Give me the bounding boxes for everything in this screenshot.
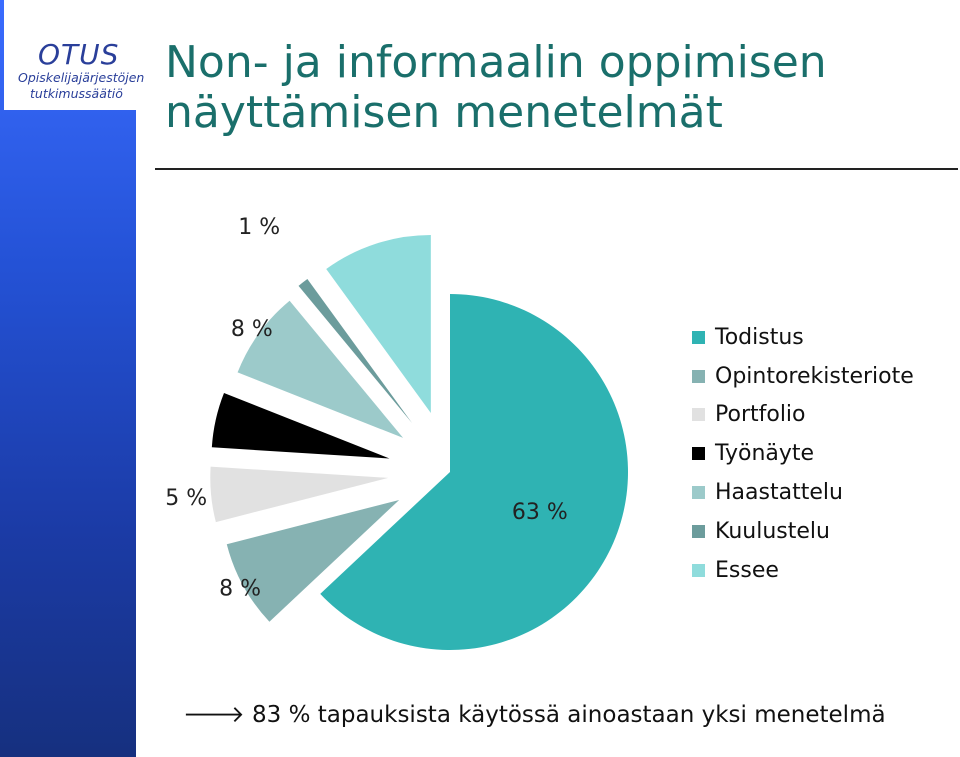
legend-label: Portfolio (715, 402, 806, 428)
logo: OTUS Opiskelijajärjestöjen tutkimussääti… (4, 0, 144, 110)
title-divider (155, 168, 958, 170)
logo-line1: Opiskelijajärjestöjen (18, 70, 145, 85)
legend-label: Essee (715, 557, 779, 583)
logo-line2: tutkimussäätiö (30, 86, 123, 101)
arrow-icon: 🡒 (183, 702, 245, 728)
sidebar-band (0, 0, 136, 757)
slice-label: 1 % (238, 215, 280, 240)
footnote-text: 83 % tapauksista käytössä ainoastaan yks… (252, 702, 886, 728)
legend-label: Todistus (715, 324, 804, 350)
legend-swatch (692, 408, 705, 422)
legend-swatch (692, 563, 705, 577)
pie-slice-haastattelu (237, 300, 404, 438)
slide-title: Non- ja informaalin oppimisen näyttämise… (165, 37, 827, 138)
pie-slice-portfolio (210, 466, 389, 523)
chart-legend: Todistus Opintorekisteriote Portfolio Työnä… (692, 318, 914, 590)
pie-slice-essee (326, 235, 431, 414)
legend-item: Työnäyte (692, 434, 914, 473)
legend-item: Opintorekisteriote (692, 357, 914, 396)
pie-chart: 63 % 8 % 5 % 8 % 1 % 10 % (165, 210, 628, 650)
slice-label: 8 % (219, 576, 261, 601)
slice-label: 8 % (231, 317, 273, 342)
legend-swatch (692, 369, 705, 383)
legend-label: Kuulustelu (715, 518, 830, 544)
pie-slice-kuulustelu (298, 279, 412, 424)
legend-item: Essee (692, 551, 914, 590)
legend-item: Kuulustelu (692, 512, 914, 551)
logo-name: OTUS (38, 38, 120, 71)
pie-slice-työnäyte (211, 392, 390, 459)
legend-label: Haastattelu (715, 480, 843, 506)
slice-label: 63 % (512, 500, 568, 525)
legend-item: Haastattelu (692, 473, 914, 512)
legend-swatch (692, 330, 705, 344)
footnote: 🡒 83 % tapauksista käytössä ainoastaan y… (183, 700, 886, 728)
slice-label: 5 % (165, 486, 207, 511)
slice-label: 10 % (334, 210, 390, 215)
legend-label: Opintorekisteriote (715, 363, 914, 389)
legend-swatch (692, 447, 705, 461)
legend-swatch (692, 486, 705, 500)
pie-slice-todistus (320, 294, 628, 650)
legend-item: Portfolio (692, 396, 914, 435)
legend-label: Työnäyte (715, 441, 815, 467)
legend-swatch (692, 524, 705, 538)
legend-item: Todistus (692, 318, 914, 357)
pie-slice-opintorekisteriote (226, 499, 400, 622)
